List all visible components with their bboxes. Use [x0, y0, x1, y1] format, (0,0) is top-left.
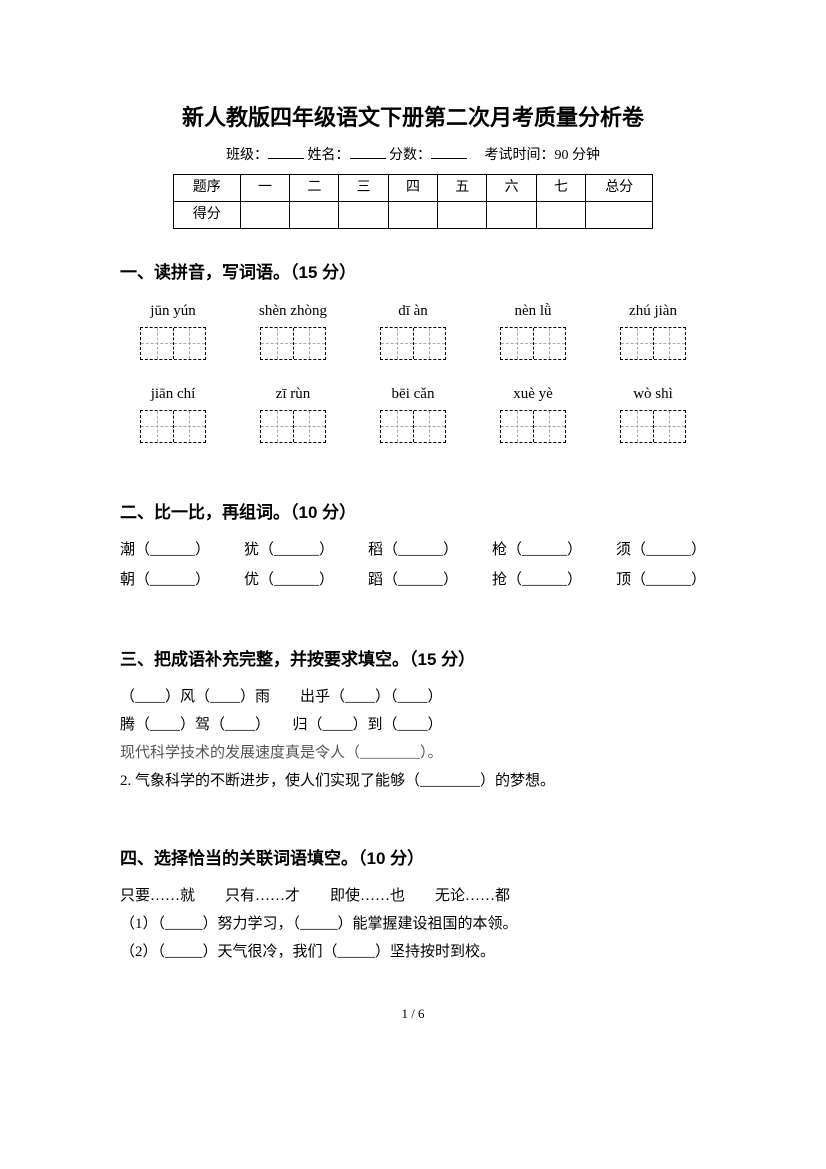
th: 三: [339, 174, 388, 201]
word-item[interactable]: 抢（______）: [492, 568, 582, 592]
word-item[interactable]: 须（______）: [616, 538, 706, 562]
fill-line[interactable]: 现代科学技术的发展速度真是令人（________）。: [120, 741, 706, 765]
pinyin-label: jūn yún: [120, 299, 226, 323]
pinyin-item: zī rùn: [240, 382, 346, 443]
char-box[interactable]: [620, 410, 686, 443]
fill-line[interactable]: 2. 气象科学的不断进步，使人们实现了能够（________）的梦想。: [120, 769, 706, 793]
pinyin-item: dī àn: [360, 299, 466, 360]
pinyin-label: jiān chí: [120, 382, 226, 406]
cell-blank[interactable]: [487, 201, 536, 228]
page-number: 1 / 6: [120, 1004, 706, 1025]
th: 四: [388, 174, 437, 201]
word-item[interactable]: 朝（______）: [120, 568, 210, 592]
section-3-heading: 三、把成语补充完整，并按要求填空。（15 分）: [120, 646, 706, 673]
pinyin-item: zhú jiàn: [600, 299, 706, 360]
th: 五: [438, 174, 487, 201]
th: 七: [536, 174, 585, 201]
class-label: 班级：: [226, 148, 268, 163]
th: 题序: [173, 174, 240, 201]
name-label: 姓名：: [308, 148, 350, 163]
pinyin-row: jiān chí zī rùn bēi cǎn xuè yè wò shì: [120, 382, 706, 443]
word-item[interactable]: 稻（______）: [368, 538, 458, 562]
cell-blank[interactable]: [438, 201, 487, 228]
char-box[interactable]: [140, 327, 206, 360]
pinyin-label: nèn lǜ: [480, 299, 586, 323]
pinyin-item: jūn yún: [120, 299, 226, 360]
char-box[interactable]: [500, 410, 566, 443]
word-item[interactable]: 枪（______）: [492, 538, 582, 562]
score-blank[interactable]: [431, 145, 467, 159]
pinyin-item: shèn zhòng: [240, 299, 346, 360]
char-box[interactable]: [620, 327, 686, 360]
th: 一: [240, 174, 289, 201]
word-row: 潮（______） 犹（______） 稻（______） 枪（______） …: [120, 538, 706, 562]
char-box[interactable]: [260, 327, 326, 360]
pinyin-item: bēi cǎn: [360, 382, 466, 443]
row-label: 得分: [173, 201, 240, 228]
question-line[interactable]: （2）（_____）天气很冷，我们（_____）坚持按时到校。: [120, 940, 706, 964]
word-item[interactable]: 顶（______）: [616, 568, 706, 592]
char-box[interactable]: [140, 410, 206, 443]
name-blank[interactable]: [350, 145, 386, 159]
score-table: 题序 一 二 三 四 五 六 七 总分 得分: [173, 174, 654, 230]
word-item[interactable]: 优（______）: [244, 568, 334, 592]
pinyin-label: dī àn: [360, 299, 466, 323]
th: 二: [290, 174, 339, 201]
cell-blank[interactable]: [388, 201, 437, 228]
cell-blank[interactable]: [339, 201, 388, 228]
idiom-line[interactable]: （____）风（____）雨 出乎（____）（____）: [120, 685, 706, 709]
table-row: 得分: [173, 201, 653, 228]
pinyin-item: jiān chí: [120, 382, 226, 443]
cell-blank[interactable]: [586, 201, 653, 228]
table-row: 题序 一 二 三 四 五 六 七 总分: [173, 174, 653, 201]
cell-blank[interactable]: [290, 201, 339, 228]
time-label: 考试时间：90 分钟: [485, 148, 601, 163]
pinyin-row: jūn yún shèn zhòng dī àn nèn lǜ zhú jiàn: [120, 299, 706, 360]
word-item[interactable]: 潮（______）: [120, 538, 210, 562]
info-line: 班级： 姓名： 分数： 考试时间：90 分钟: [120, 145, 706, 167]
word-item[interactable]: 蹈（______）: [368, 568, 458, 592]
pinyin-label: zī rùn: [240, 382, 346, 406]
section-1-heading: 一、读拼音，写词语。（15 分）: [120, 259, 706, 286]
char-box[interactable]: [260, 410, 326, 443]
th: 六: [487, 174, 536, 201]
th: 总分: [586, 174, 653, 201]
word-row: 朝（______） 优（______） 蹈（______） 抢（______） …: [120, 568, 706, 592]
section-2-heading: 二、比一比，再组词。（10 分）: [120, 499, 706, 526]
char-box[interactable]: [500, 327, 566, 360]
char-box[interactable]: [380, 410, 446, 443]
idiom-line[interactable]: 腾（____）驾（____） 归（____）到（____）: [120, 713, 706, 737]
pinyin-label: zhú jiàn: [600, 299, 706, 323]
pinyin-label: bēi cǎn: [360, 382, 466, 406]
score-label: 分数：: [389, 148, 431, 163]
pinyin-label: shèn zhòng: [240, 299, 346, 323]
pinyin-label: wò shì: [600, 382, 706, 406]
cell-blank[interactable]: [240, 201, 289, 228]
pinyin-label: xuè yè: [480, 382, 586, 406]
cell-blank[interactable]: [536, 201, 585, 228]
pinyin-item: wò shì: [600, 382, 706, 443]
pinyin-item: nèn lǜ: [480, 299, 586, 360]
question-line[interactable]: （1）（_____）努力学习，（_____）能掌握建设祖国的本领。: [120, 912, 706, 936]
word-item[interactable]: 犹（______）: [244, 538, 334, 562]
class-blank[interactable]: [268, 145, 304, 159]
char-box[interactable]: [380, 327, 446, 360]
section-4-heading: 四、选择恰当的关联词语填空。（10 分）: [120, 845, 706, 872]
pinyin-item: xuè yè: [480, 382, 586, 443]
exam-title: 新人教版四年级语文下册第二次月考质量分析卷: [120, 100, 706, 135]
options-line: 只要……就 只有……才 即使……也 无论……都: [120, 884, 706, 908]
